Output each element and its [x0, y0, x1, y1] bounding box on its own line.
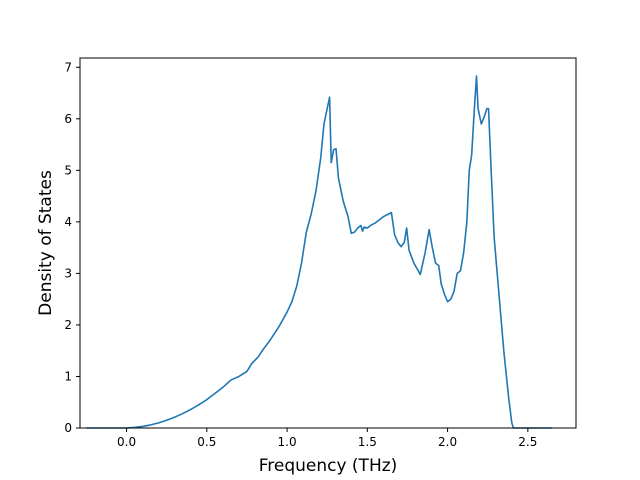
y-tick-label: 2 — [64, 318, 72, 332]
y-axis-label: Density of States — [36, 170, 56, 316]
y-axis-ticks: 0 1 2 3 4 5 6 7 — [64, 60, 80, 435]
x-tick-label: 1.0 — [278, 435, 297, 449]
x-tick-label: 1.5 — [358, 435, 377, 449]
x-axis-label: Frequency (THz) — [259, 456, 398, 476]
y-tick-label: 6 — [64, 112, 72, 126]
dos-series-line — [86, 75, 552, 429]
y-tick-label: 5 — [64, 163, 72, 177]
x-axis-ticks: 0.0 0.5 1.0 1.5 2.0 2.5 — [117, 428, 537, 449]
axes-frame — [79, 57, 577, 429]
x-tick-label: 2.0 — [438, 435, 457, 449]
y-tick-label: 3 — [64, 266, 72, 280]
y-tick-label: 7 — [64, 60, 72, 74]
plot-area — [86, 75, 552, 429]
y-tick-label: 0 — [64, 421, 72, 435]
x-tick-label: 0.5 — [197, 435, 216, 449]
x-tick-label: 2.5 — [518, 435, 537, 449]
x-tick-label: 0.0 — [117, 435, 136, 449]
y-tick-label: 4 — [64, 215, 72, 229]
y-tick-label: 1 — [64, 369, 72, 383]
